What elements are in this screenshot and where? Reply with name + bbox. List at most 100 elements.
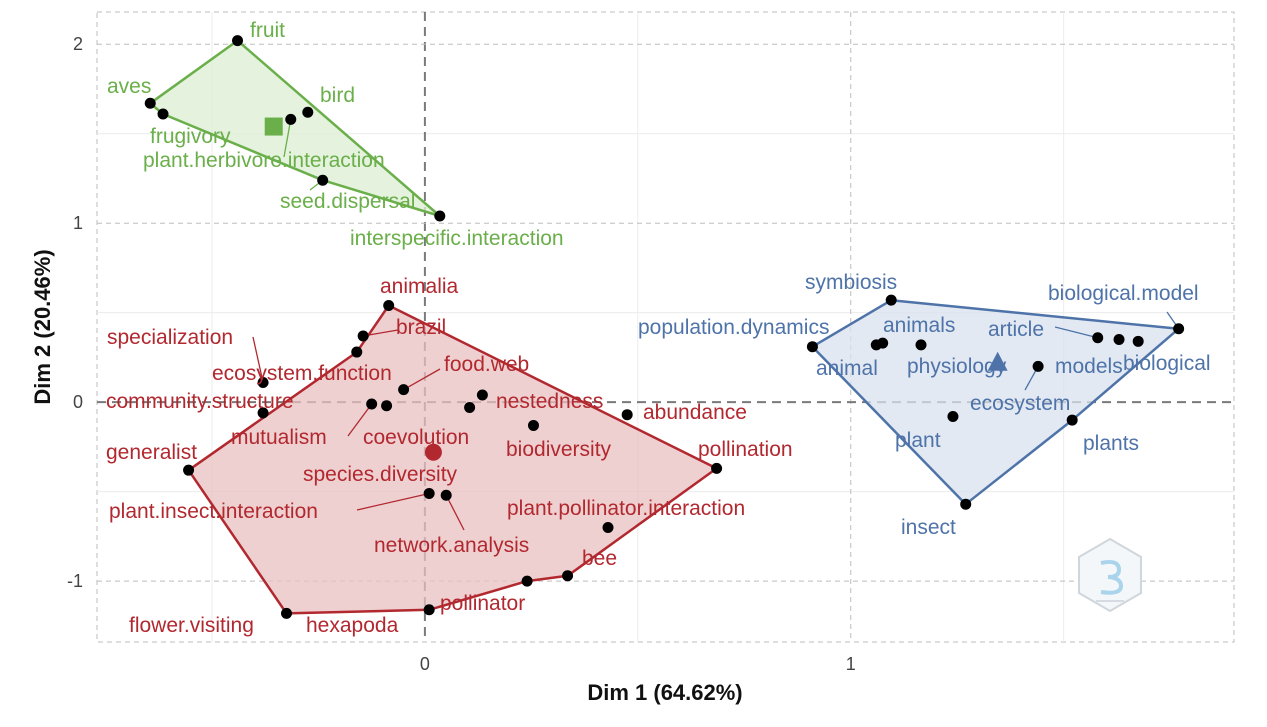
point-plant	[947, 410, 959, 422]
watermark-logo	[1078, 537, 1142, 613]
leader-article	[1054, 326, 1098, 339]
label-pollinator: pollinator	[440, 592, 525, 615]
label-frugivory: frugivory	[150, 125, 231, 148]
leader-plant.herbivore.interaction	[283, 119, 292, 158]
point-hexapoda	[423, 604, 435, 616]
label-bee: bee	[582, 547, 617, 570]
point-plant.insect.interaction	[423, 487, 435, 499]
point-fruit	[232, 35, 244, 47]
label-population.dynamics: population.dynamics	[638, 316, 829, 339]
label-plants: plants	[1083, 432, 1139, 455]
leader-plant.insect.interaction	[356, 492, 430, 511]
label-network.analysis: network.analysis	[374, 534, 529, 557]
point-animal	[870, 339, 882, 351]
label-abundance: abundance	[643, 401, 747, 424]
point-plants	[1066, 414, 1078, 426]
x-axis-title: Dim 1 (64.62%)	[587, 680, 742, 705]
point-frugivory	[157, 108, 169, 120]
point-symbiosis	[885, 294, 897, 306]
label-biological: biological	[1123, 352, 1211, 375]
label-insect: insect	[901, 516, 956, 539]
point-plant.pollinator.interaction	[602, 521, 614, 533]
label-species.diversity: species.diversity	[303, 463, 458, 486]
point-coevolution	[381, 400, 393, 412]
label-animal: animal	[816, 357, 878, 380]
point-animalia	[383, 300, 395, 312]
point-bee	[562, 570, 574, 582]
y-tick-label: 0	[73, 392, 83, 412]
label-leader-lines	[252, 119, 1180, 531]
point-specialization	[257, 376, 269, 388]
label-coevolution: coevolution	[363, 426, 469, 449]
point-pollinator	[521, 575, 533, 587]
leader-network.analysis	[445, 494, 465, 531]
centroid-cluster1	[424, 443, 442, 461]
y-axis-title: Dim 2 (20.46%)	[30, 249, 55, 404]
label-ecosystem.function: ecosystem.function	[212, 362, 392, 385]
point-network.analysis	[440, 489, 452, 501]
point-interspecific.interaction	[434, 210, 446, 222]
label-ecosystem: ecosystem	[970, 392, 1070, 415]
point-bird	[302, 106, 314, 118]
label-bird: bird	[320, 84, 355, 107]
label-plant.pollinator.interaction: plant.pollinator.interaction	[507, 497, 745, 520]
label-specialization: specialization	[107, 326, 233, 349]
label-symbiosis: symbiosis	[805, 271, 897, 294]
label-food.web: food.web	[444, 353, 529, 376]
leader-food.web	[403, 368, 441, 391]
label-animalia: animalia	[380, 275, 459, 298]
leader-mutualism	[347, 403, 373, 437]
point-biological	[1132, 335, 1144, 347]
point-article	[1092, 332, 1104, 344]
point-species.diversity	[527, 419, 539, 431]
x-tick-label: 0	[420, 654, 430, 674]
point-physiology	[915, 339, 927, 351]
point-abundance	[621, 409, 633, 421]
point-population.dynamics	[806, 341, 818, 353]
hull-cluster2	[148, 39, 442, 218]
label-aves: aves	[107, 75, 151, 98]
point-biodiversity	[464, 402, 476, 414]
label-plant.insect.interaction: plant.insect.interaction	[109, 500, 318, 523]
label-article: article	[988, 318, 1044, 341]
point-food.web	[398, 384, 410, 396]
panel-border	[96, 11, 1235, 643]
y-tick-label: -1	[67, 571, 83, 591]
point-models	[1113, 334, 1125, 346]
point-generalist	[183, 464, 195, 476]
label-fruit: fruit	[250, 19, 285, 42]
centroid-cluster3	[987, 351, 1008, 371]
point-mutualism	[366, 398, 378, 410]
x-tick-label: 1	[846, 654, 856, 674]
label-community.structure: community.structure	[106, 390, 294, 413]
point-insect	[960, 498, 972, 510]
point-pollination	[711, 462, 723, 474]
leader-brazil	[363, 329, 399, 337]
label-biodiversity: biodiversity	[506, 438, 612, 461]
y-tick-label: 1	[73, 213, 83, 233]
label-plant: plant	[895, 429, 941, 452]
point-flower.visiting	[281, 607, 292, 619]
point-nestedness	[476, 389, 488, 401]
label-interspecific.interaction: interspecific.interaction	[350, 227, 564, 250]
label-biological.model: biological.model	[1048, 282, 1199, 305]
label-models: models	[1055, 355, 1123, 378]
point-ecosystem.function	[351, 346, 363, 358]
label-nestedness: nestedness	[496, 390, 603, 413]
label-hexapoda: hexapoda	[306, 614, 399, 637]
label-plant.herbivore.interaction: plant.herbivore.interaction	[143, 149, 385, 172]
label-physiology: physiology	[907, 355, 1007, 378]
label-flower.visiting: flower.visiting	[129, 614, 254, 637]
centroid-cluster2	[264, 117, 283, 136]
label-generalist: generalist	[106, 441, 197, 464]
y-tick-label: 2	[73, 34, 83, 54]
point-seed.dispersal	[317, 174, 329, 186]
label-animals: animals	[883, 314, 955, 337]
leader-specialization	[252, 336, 264, 383]
cluster-centroids	[264, 117, 1008, 461]
label-mutualism: mutualism	[231, 426, 327, 449]
point-biological.model	[1173, 323, 1185, 335]
point-labels: animalia brazil specialization ecosystem.fu…	[106, 19, 1211, 637]
point-aves	[144, 97, 156, 109]
